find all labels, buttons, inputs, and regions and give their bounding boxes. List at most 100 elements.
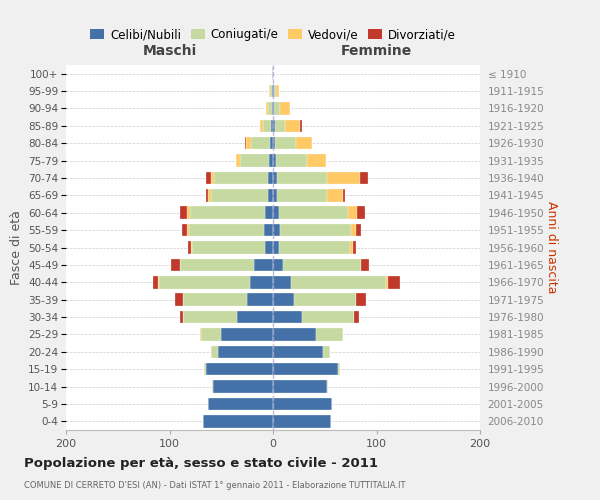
Bar <box>273 154 276 167</box>
Bar <box>386 276 388 288</box>
Bar <box>274 102 280 115</box>
Bar <box>327 189 343 202</box>
Bar <box>350 241 353 254</box>
Bar <box>265 206 273 219</box>
Bar <box>247 294 273 306</box>
Bar <box>356 294 366 306</box>
Bar <box>276 85 279 98</box>
Bar <box>273 276 290 288</box>
Bar <box>273 346 323 358</box>
Bar <box>327 172 360 184</box>
Bar <box>388 276 400 288</box>
Bar <box>316 328 343 340</box>
Bar <box>280 224 350 236</box>
Bar <box>260 120 263 132</box>
Bar <box>327 380 328 393</box>
Bar <box>206 363 273 376</box>
Bar <box>188 241 191 254</box>
Bar <box>254 258 273 271</box>
Bar <box>338 363 340 376</box>
Bar <box>273 328 316 340</box>
Bar <box>276 154 307 167</box>
Bar <box>361 258 369 271</box>
Bar <box>273 258 283 271</box>
Bar <box>279 241 350 254</box>
Bar <box>240 154 269 167</box>
Bar <box>245 137 246 149</box>
Bar <box>271 120 273 132</box>
Bar <box>356 224 361 236</box>
Bar <box>360 172 368 184</box>
Bar <box>175 294 183 306</box>
Bar <box>268 172 273 184</box>
Bar <box>275 137 296 149</box>
Bar <box>206 189 208 202</box>
Bar <box>158 276 159 288</box>
Bar <box>280 102 290 115</box>
Bar <box>270 85 272 98</box>
Bar <box>211 346 218 358</box>
Bar <box>277 172 327 184</box>
Bar <box>273 363 338 376</box>
Bar <box>180 258 254 271</box>
Bar <box>273 241 279 254</box>
Bar <box>350 224 356 236</box>
Bar <box>212 380 213 393</box>
Bar <box>263 120 271 132</box>
Bar <box>187 224 189 236</box>
Bar <box>208 189 211 202</box>
Bar <box>170 258 180 271</box>
Bar <box>211 172 214 184</box>
Bar <box>183 311 237 324</box>
Bar <box>307 154 326 167</box>
Bar <box>273 206 279 219</box>
Text: Femmine: Femmine <box>341 44 412 58</box>
Y-axis label: Anni di nascita: Anni di nascita <box>545 201 558 294</box>
Bar <box>279 206 347 219</box>
Bar <box>213 380 273 393</box>
Bar <box>251 137 270 149</box>
Bar <box>273 189 277 202</box>
Bar <box>273 172 277 184</box>
Bar <box>200 328 221 340</box>
Bar <box>221 328 273 340</box>
Bar <box>290 276 386 288</box>
Bar <box>283 258 361 271</box>
Bar <box>357 206 365 219</box>
Bar <box>159 276 250 288</box>
Bar <box>268 102 272 115</box>
Bar <box>203 363 206 376</box>
Bar <box>275 120 286 132</box>
Bar <box>183 294 247 306</box>
Bar <box>354 311 359 324</box>
Bar <box>272 68 273 80</box>
Bar <box>191 241 192 254</box>
Bar <box>208 398 273 410</box>
Bar <box>214 172 268 184</box>
Bar <box>270 137 273 149</box>
Bar <box>266 102 268 115</box>
Bar <box>203 415 273 428</box>
Bar <box>294 294 356 306</box>
Bar <box>269 154 273 167</box>
Bar <box>273 415 331 428</box>
Bar <box>190 206 265 219</box>
Text: Maschi: Maschi <box>142 44 197 58</box>
Bar <box>269 85 270 98</box>
Bar <box>273 311 302 324</box>
Bar <box>273 294 294 306</box>
Bar <box>273 85 274 98</box>
Bar <box>272 102 273 115</box>
Bar <box>274 85 276 98</box>
Y-axis label: Fasce di età: Fasce di età <box>10 210 23 285</box>
Bar <box>273 120 275 132</box>
Legend: Celibi/Nubili, Coniugati/e, Vedovi/e, Divorziati/e: Celibi/Nubili, Coniugati/e, Vedovi/e, Di… <box>85 24 461 46</box>
Bar <box>187 206 190 219</box>
Bar <box>347 206 357 219</box>
Bar <box>273 102 274 115</box>
Bar <box>343 189 346 202</box>
Bar <box>263 224 273 236</box>
Bar <box>268 189 273 202</box>
Bar <box>353 241 356 254</box>
Bar <box>286 120 300 132</box>
